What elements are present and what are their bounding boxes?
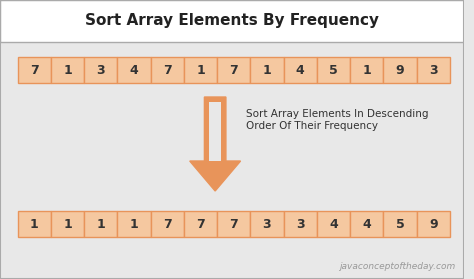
Bar (383, 57, 417, 83)
Text: 1: 1 (362, 64, 371, 76)
Text: 1: 1 (63, 218, 72, 230)
Bar (250, 211, 283, 237)
Bar (317, 57, 350, 83)
Bar (217, 57, 250, 83)
Bar (417, 57, 450, 83)
Bar (18, 57, 51, 83)
Text: Order Of Their Frequency: Order Of Their Frequency (246, 121, 378, 131)
Bar (350, 211, 383, 237)
Text: 1: 1 (129, 218, 138, 230)
Text: 3: 3 (429, 64, 438, 76)
Bar (51, 57, 84, 83)
Bar (118, 57, 151, 83)
Bar (383, 211, 417, 237)
Text: 5: 5 (329, 64, 338, 76)
Bar (151, 211, 184, 237)
Bar (0, 0, 464, 42)
Bar (184, 57, 217, 83)
Bar (51, 211, 84, 237)
Bar (283, 211, 317, 237)
Text: 3: 3 (263, 218, 271, 230)
Text: 7: 7 (163, 64, 172, 76)
Bar (18, 211, 51, 237)
Text: 7: 7 (30, 64, 38, 76)
Text: 9: 9 (396, 64, 404, 76)
Text: 9: 9 (429, 218, 438, 230)
Text: Sort Array Elements In Descending: Sort Array Elements In Descending (246, 109, 429, 119)
Text: 4: 4 (329, 218, 338, 230)
Text: 4: 4 (129, 64, 138, 76)
Text: Sort Array Elements By Frequency: Sort Array Elements By Frequency (85, 13, 379, 28)
Text: 1: 1 (96, 218, 105, 230)
Bar (350, 57, 383, 83)
Text: 7: 7 (229, 64, 238, 76)
Bar (84, 57, 118, 83)
Text: 4: 4 (296, 64, 305, 76)
Text: 3: 3 (96, 64, 105, 76)
Bar (317, 211, 350, 237)
Text: 1: 1 (30, 218, 38, 230)
Text: 1: 1 (263, 64, 271, 76)
Polygon shape (190, 97, 241, 191)
Text: 1: 1 (196, 64, 205, 76)
Text: 7: 7 (196, 218, 205, 230)
Bar (283, 57, 317, 83)
Polygon shape (210, 102, 221, 161)
Bar (118, 211, 151, 237)
Bar (184, 211, 217, 237)
Text: 5: 5 (396, 218, 404, 230)
Text: 7: 7 (163, 218, 172, 230)
Text: 4: 4 (362, 218, 371, 230)
Bar (84, 211, 118, 237)
Bar (417, 211, 450, 237)
Text: 7: 7 (229, 218, 238, 230)
Bar (250, 57, 283, 83)
Text: javaconceptoftheday.com: javaconceptoftheday.com (339, 262, 456, 271)
Bar (217, 211, 250, 237)
Bar (151, 57, 184, 83)
Text: 1: 1 (63, 64, 72, 76)
Text: 3: 3 (296, 218, 304, 230)
